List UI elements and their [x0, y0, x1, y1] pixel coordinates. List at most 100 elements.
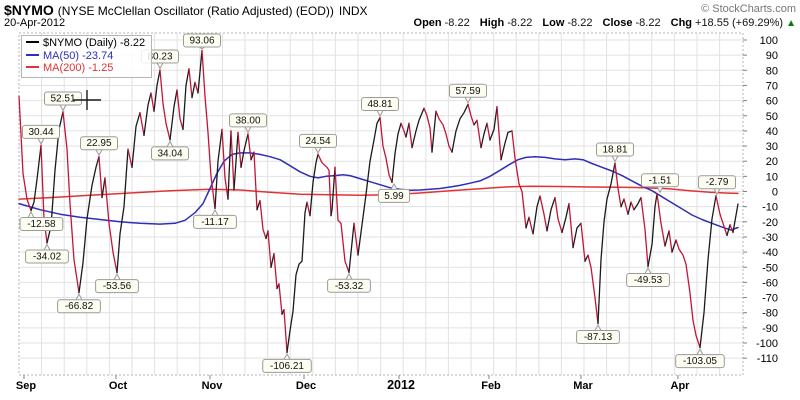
price-line-segment — [101, 177, 106, 199]
price-line-segment — [169, 89, 178, 141]
price-line-segment — [201, 49, 216, 210]
annotation-callout: -106.21 — [262, 352, 312, 373]
svg-text:Apr: Apr — [671, 380, 691, 392]
price-line-segment — [411, 107, 425, 149]
price-line-segment — [334, 166, 350, 273]
svg-text:-2.79: -2.79 — [706, 177, 729, 188]
price-line-segment — [182, 68, 190, 131]
price-line-segment — [153, 69, 161, 112]
y-axis: 1009080706050403020100-10-20-30-40-50-60… — [743, 35, 778, 365]
svg-text:-11.17: -11.17 — [201, 217, 229, 228]
svg-text:10: 10 — [766, 171, 778, 183]
svg-text:-12.58: -12.58 — [27, 219, 56, 230]
svg-text:-1.51: -1.51 — [649, 175, 672, 186]
price-line-segment — [664, 230, 670, 247]
close-label: Close — [602, 17, 633, 29]
svg-text:-106.21: -106.21 — [270, 361, 304, 372]
chart-legend: $NYMO (Daily) -8.22 MA(50) -23.74 MA(200… — [21, 35, 153, 78]
price-line-segment — [511, 130, 527, 229]
ma200-line — [18, 185, 739, 200]
annotation-callout: 52.51 — [44, 91, 82, 112]
chg-value: +18.55 (+69.29%) — [695, 17, 784, 29]
annotation-callout: -2.79 — [698, 175, 736, 196]
price-line-segment — [568, 202, 574, 249]
price-line-segment — [30, 144, 42, 212]
svg-text:30.44: 30.44 — [28, 127, 53, 138]
annotation-callout: 38.00 — [229, 113, 267, 134]
price-line-segment — [729, 224, 734, 234]
price-line-segment — [525, 216, 530, 229]
price-line-segment — [197, 49, 203, 94]
low-label: Low — [542, 17, 565, 29]
stockcharts-copyright-link[interactable]: © StockCharts.com — [701, 3, 796, 15]
svg-text:57.59: 57.59 — [455, 86, 480, 97]
price-line-segment — [194, 81, 199, 94]
annotation-callout: -49.53 — [626, 266, 670, 288]
price-line-segment — [614, 162, 622, 208]
svg-text:-66.82: -66.82 — [65, 301, 94, 312]
annotation-callout: -53.56 — [95, 273, 139, 294]
legend-item-1: MA(50) -23.74 — [26, 50, 145, 63]
price-line-segment — [671, 239, 677, 253]
price-line-segment — [623, 198, 629, 215]
price-line-segment — [62, 111, 80, 294]
annotation-callout: -12.58 — [19, 211, 64, 232]
price-line-segment — [188, 68, 193, 99]
price-line-segment — [286, 201, 308, 354]
high-label: High — [479, 17, 505, 29]
ma50-line — [18, 152, 739, 231]
price-line-segment — [104, 177, 118, 274]
svg-text:-90: -90 — [762, 323, 778, 335]
svg-text:-10: -10 — [762, 202, 778, 214]
price-line-segment — [240, 133, 249, 168]
svg-text:Nov: Nov — [202, 380, 224, 392]
svg-text:24.54: 24.54 — [305, 136, 330, 147]
svg-text:-70: -70 — [762, 293, 778, 305]
price-line-segment — [451, 103, 469, 153]
svg-text:-30: -30 — [762, 232, 778, 244]
price-line-segment — [561, 202, 570, 234]
price-line-segment — [732, 203, 739, 234]
price-line-segment — [116, 148, 129, 274]
price-line-segment — [528, 216, 534, 235]
annotation-callout: -87.13 — [576, 323, 620, 345]
chg-label: Chg — [670, 17, 693, 29]
svg-text:Mar: Mar — [573, 380, 593, 392]
svg-text:60: 60 — [766, 96, 778, 108]
price-line-segment — [273, 252, 278, 290]
price-line-segment — [486, 122, 491, 141]
annotation-callout: -66.82 — [57, 293, 101, 314]
price-line-segment — [353, 222, 359, 256]
price-line-segment — [431, 110, 437, 153]
svg-text:-40: -40 — [762, 247, 778, 259]
annotation-callout: 93.06 — [183, 33, 221, 50]
price-line-segment — [317, 153, 332, 217]
price-line-segment — [131, 112, 141, 168]
price-line-segment — [539, 195, 548, 232]
annotation-callout: 30.44 — [22, 124, 60, 145]
up-triangle-icon: ▲ — [786, 18, 796, 29]
open-label: Open — [413, 17, 442, 29]
price-line-segment — [405, 122, 410, 138]
svg-text:100: 100 — [760, 35, 778, 47]
quote-date: 20-Apr-2012 — [4, 17, 66, 29]
price-line-segment — [640, 196, 649, 268]
quote-bar: 20-Apr-2012 Open -8.22 High -8.22 Low -8.22… — [4, 17, 796, 31]
price-line-segment — [227, 130, 232, 200]
annotation-callout: -53.32 — [327, 272, 371, 293]
svg-text:20: 20 — [766, 156, 778, 168]
svg-text:50: 50 — [766, 111, 778, 123]
price-line-segment — [580, 222, 586, 262]
svg-text:-20: -20 — [762, 217, 778, 229]
price-line-segment — [230, 130, 235, 191]
svg-text:-103.05: -103.05 — [683, 356, 717, 367]
price-line-segment — [46, 111, 64, 244]
price-line-segment — [699, 195, 717, 349]
svg-text:-87.13: -87.13 — [584, 332, 613, 343]
svg-text:-34.02: -34.02 — [33, 252, 62, 263]
svg-text:93.06: 93.06 — [189, 36, 214, 47]
svg-text:-49.53: -49.53 — [634, 275, 663, 286]
price-line-segment — [259, 199, 267, 240]
